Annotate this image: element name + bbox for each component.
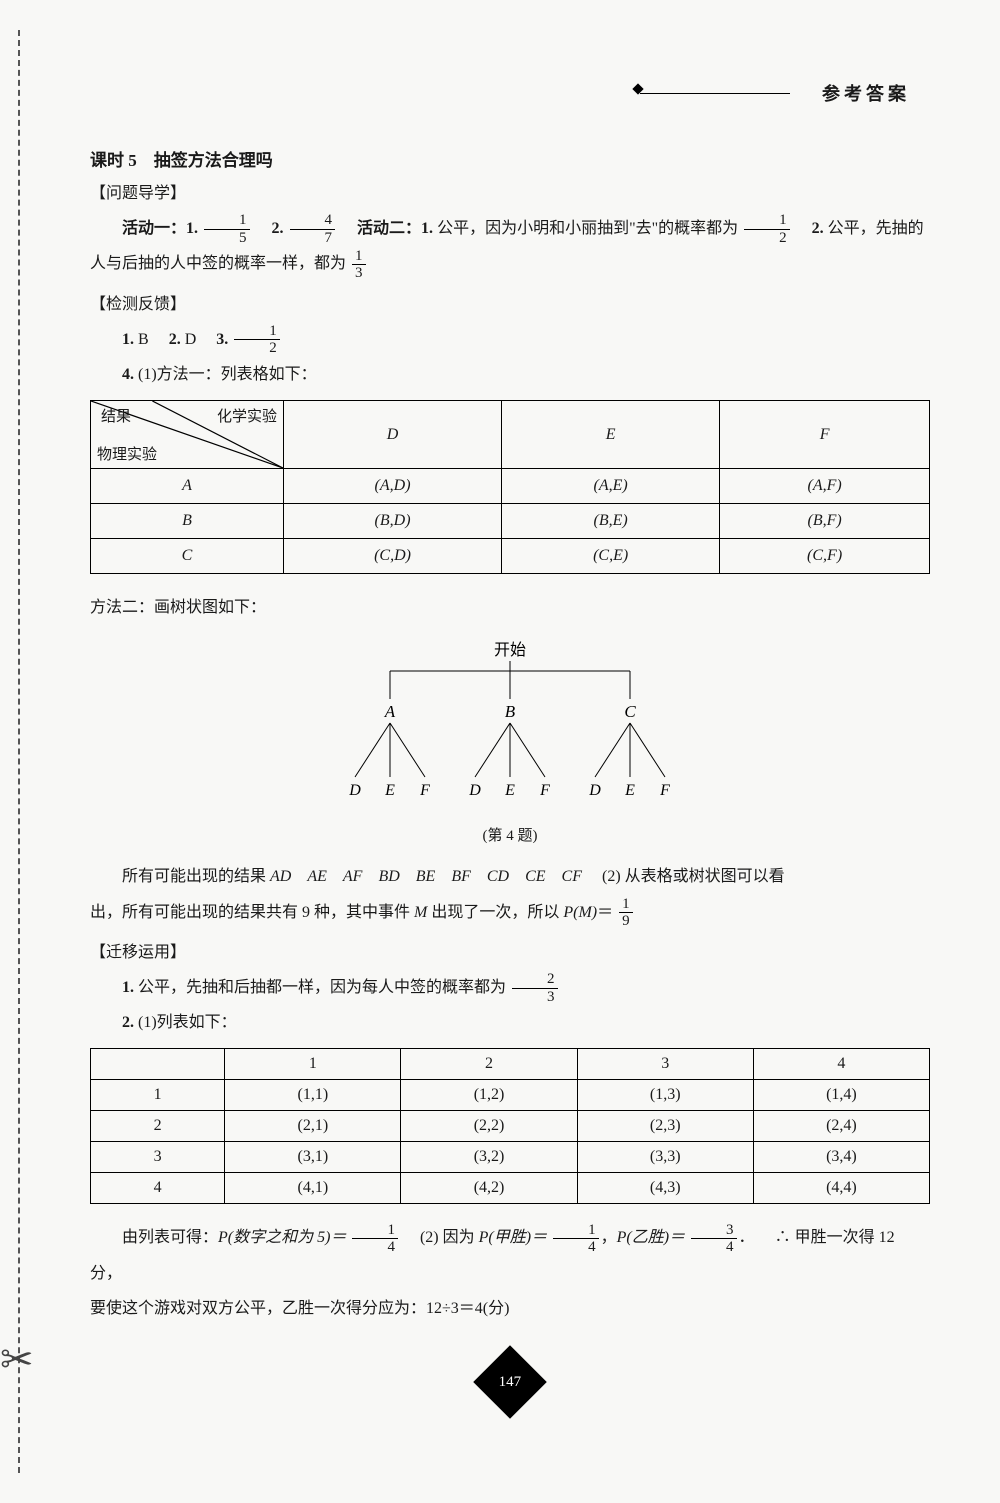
PM: P(M) <box>563 904 597 921</box>
a1: B <box>138 331 149 348</box>
res-pre: 所有可能出现的结果 <box>122 868 266 885</box>
table-row: B(B,D)(B,E)(B,F) <box>91 504 930 539</box>
diamond-icon <box>632 83 643 94</box>
tree-svg: 开始 A B C D E F D E F D E F <box>290 637 730 807</box>
cont: 人与后抽的人中签的概率一样，都为 <box>90 255 346 272</box>
table-row: 结果 化学实验 物理实验 D E F <box>91 401 930 469</box>
n2b: 2. <box>812 220 824 237</box>
block-wenti: 【问题导学】 <box>90 179 930 203</box>
block-qianyi: 【迁移运用】 <box>90 938 930 962</box>
j2: 2. <box>169 331 181 348</box>
result-para: 所有可能出现的结果 AD AE AF BD BE BF CD CE CF (2)… <box>90 859 930 930</box>
page-badge: 147 <box>473 1345 547 1419</box>
table-row: A(A,D)(A,E)(A,F) <box>91 469 930 504</box>
col-F: F <box>720 401 930 469</box>
text1: 公平，因为小明和小丽抽到"去"的概率都为 <box>437 220 738 237</box>
period: ． <box>739 1229 755 1246</box>
P1: P(数字之和为 5)＝ <box>218 1229 346 1246</box>
svg-text:E: E <box>384 782 395 799</box>
j1: 1. <box>122 331 134 348</box>
svg-text:F: F <box>659 782 670 799</box>
frac-1-9: 19 <box>619 896 633 930</box>
q1: 1. <box>122 979 134 996</box>
svg-text:D: D <box>468 782 481 799</box>
frac-3-4: 34 <box>691 1222 737 1256</box>
q4-intro: 4. (1)方法一：列表格如下： <box>90 357 930 392</box>
text2: 公平，先抽的 <box>828 220 924 237</box>
res-cont2: 出现了一次，所以 <box>427 904 563 921</box>
lesson-title: 课时 5 抽签方法合理吗 <box>90 146 930 171</box>
frac-4-7: 47 <box>290 212 336 246</box>
t4: (1)方法一：列表格如下： <box>138 366 317 383</box>
tree-diagram: 开始 A B C D E F D E F D E F <box>90 637 930 812</box>
svg-text:E: E <box>624 782 635 799</box>
table-1: 结果 化学实验 物理实验 D E F A(A,D)(A,E)(A,F) B(B,… <box>90 400 930 574</box>
res-mid: (2) 从表格或树状图可以看 <box>602 868 785 885</box>
header-label: 参考答案 <box>822 84 910 104</box>
qianyi-2: 2. (1)列表如下： <box>90 1005 930 1040</box>
q2-text: (1)列表如下： <box>138 1014 237 1031</box>
col-E: E <box>502 401 720 469</box>
table-row: 3(3,1)(3,2)(3,3)(3,4) <box>91 1142 930 1173</box>
table-row: 2(2,1)(2,2)(2,3)(2,4) <box>91 1111 930 1142</box>
n2: 2. <box>272 220 284 237</box>
final-para: 由列表可得：P(数字之和为 5)＝ 14 (2) 因为 P(甲胜)＝ 14，P(… <box>90 1220 930 1326</box>
col-D: D <box>283 401 501 469</box>
outcomes: AD AE AF BD BE BF CD CE CF <box>270 868 582 885</box>
frac-1-5: 15 <box>204 212 250 246</box>
wenti-content: 活动一：1. 15 2. 47 活动二：1. 公平，因为小明和小丽抽到"去"的概… <box>90 211 930 282</box>
act2-label: 活动二：1. <box>357 220 433 237</box>
P3: P(乙胜)＝ <box>617 1229 685 1246</box>
svg-text:F: F <box>419 782 430 799</box>
tree-root: 开始 <box>494 641 526 659</box>
svg-text:D: D <box>348 782 361 799</box>
j3: 3. <box>216 331 228 348</box>
act1-label: 活动一：1. <box>122 220 198 237</box>
comma: ， <box>601 1229 617 1246</box>
page-number: 147 <box>499 1374 522 1391</box>
P2: P(甲胜)＝ <box>479 1229 547 1246</box>
scissors-icon: ✂ <box>0 1336 34 1383</box>
eq: ＝ <box>597 904 613 921</box>
svg-text:A: A <box>384 702 396 721</box>
tree-caption: (第 4 题) <box>90 824 930 845</box>
tree-intro: 方法二：画树状图如下： <box>90 590 930 625</box>
svg-text:D: D <box>588 782 601 799</box>
frac-1-4b: 14 <box>553 1222 599 1256</box>
frac-1-4a: 14 <box>352 1222 398 1256</box>
res-cont: 出，所有可能出现的结果共有 9 种，其中事件 <box>90 904 414 921</box>
corner-bottom: 物理实验 <box>97 443 157 464</box>
svg-text:E: E <box>504 782 515 799</box>
a2: D <box>185 331 197 348</box>
M: M <box>414 904 427 921</box>
corner-tl: 结果 <box>101 405 131 426</box>
svg-text:F: F <box>539 782 550 799</box>
table-row: 1(1,1)(1,2)(1,3)(1,4) <box>91 1080 930 1111</box>
block-jiance: 【检测反馈】 <box>90 290 930 314</box>
frac-1-2a: 12 <box>744 212 790 246</box>
diag-header-cell: 结果 化学实验 物理实验 <box>91 401 284 469</box>
table-row: 1 2 3 4 <box>91 1049 930 1080</box>
frac-1-2b: 12 <box>234 323 280 357</box>
table-2: 1 2 3 4 1(1,1)(1,2)(1,3)(1,4) 2(2,1)(2,2… <box>90 1048 930 1204</box>
page-header: 参考答案 <box>90 80 930 106</box>
fin-pre: 由列表可得： <box>122 1229 218 1246</box>
fin-cont: 要使这个游戏对双方公平，乙胜一次得分应为：12÷3＝4(分) <box>90 1291 930 1326</box>
jiance-answers: 1. B 2. D 3. 12 <box>90 322 930 357</box>
corner-top: 化学实验 <box>217 405 277 426</box>
svg-text:B: B <box>505 702 516 721</box>
blank-cell <box>91 1049 225 1080</box>
frac-1-3: 13 <box>352 248 366 282</box>
binding-marks <box>18 30 26 1473</box>
table-row: C(C,D)(C,E)(C,F) <box>91 539 930 574</box>
p2lbl: (2) 因为 <box>420 1229 479 1246</box>
q1-text: 公平，先抽和后抽都一样，因为每人中签的概率都为 <box>138 979 506 996</box>
table-row: 4(4,1)(4,2)(4,3)(4,4) <box>91 1173 930 1204</box>
svg-text:C: C <box>624 702 636 721</box>
qianyi-1: 1. 公平，先抽和后抽都一样，因为每人中签的概率都为 23 <box>90 970 930 1005</box>
j4: 4. <box>122 366 134 383</box>
q2: 2. <box>122 1014 134 1031</box>
frac-2-3: 23 <box>512 971 558 1005</box>
